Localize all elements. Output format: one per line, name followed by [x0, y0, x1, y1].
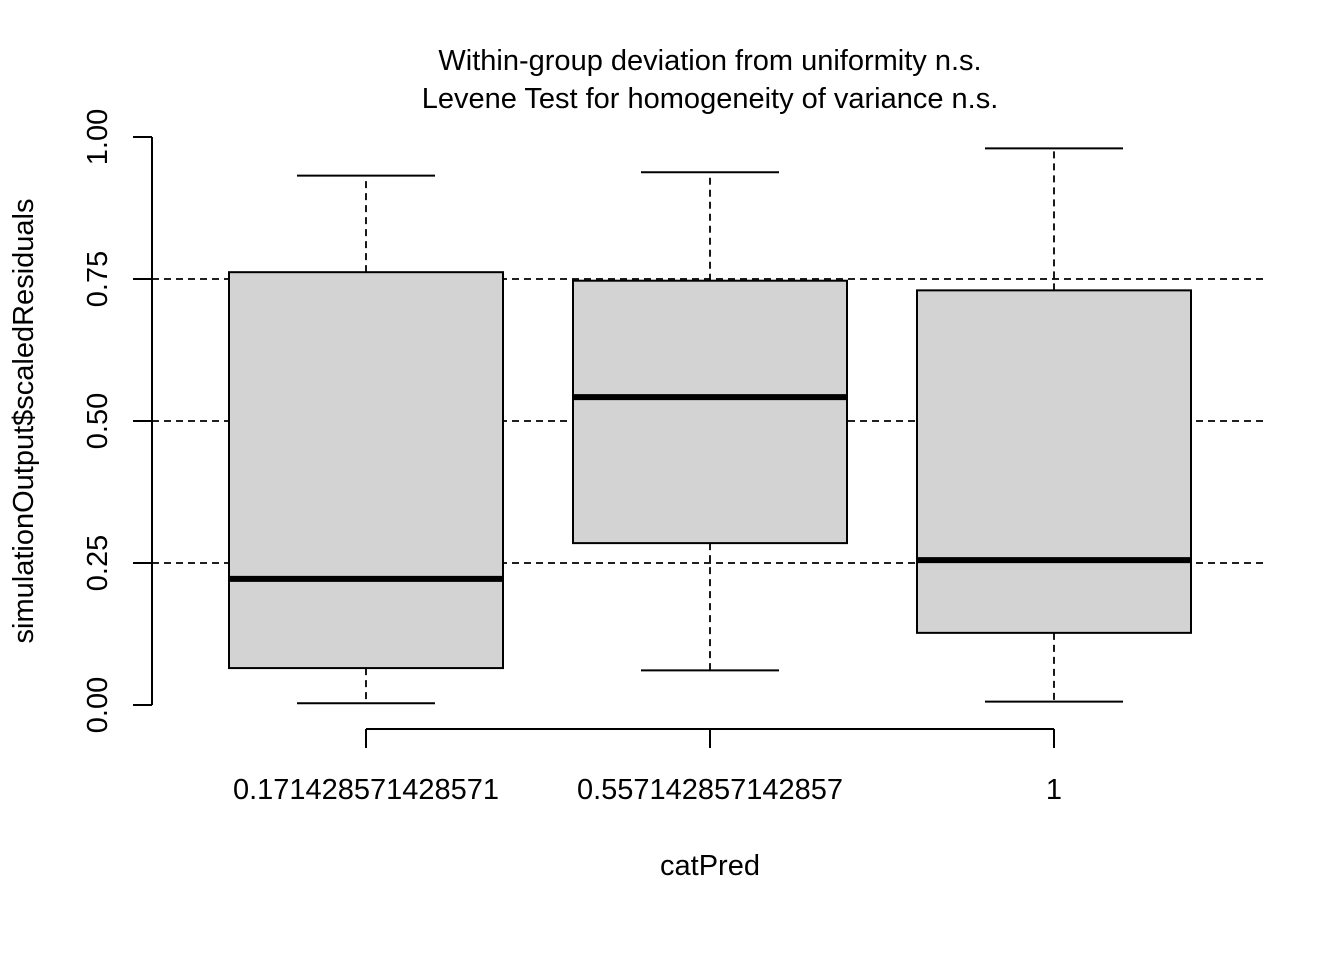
y-tick-label: 0.75: [82, 251, 114, 307]
chart-title-line-1: Within-group deviation from uniformity n…: [438, 45, 981, 77]
y-tick-label: 0.00: [82, 677, 114, 733]
box-group: [572, 171, 848, 672]
y-axis-title: simulationOutput$scaledResiduals: [8, 199, 40, 644]
box-group: [228, 174, 504, 705]
y-tick-label: 1.00: [82, 109, 114, 165]
y-tick-label: 0.50: [82, 393, 114, 449]
chart-title-line-2: Levene Test for homogeneity of variance …: [422, 83, 999, 115]
iqr-box: [228, 271, 504, 670]
iqr-box: [916, 289, 1192, 634]
iqr-box: [572, 279, 848, 545]
y-tick-label: 0.25: [82, 535, 114, 591]
x-tick-label: 0.557142857142857: [577, 774, 843, 806]
x-tick-label: 0.171428571428571: [233, 774, 499, 806]
x-tick-label: 1: [1046, 774, 1062, 806]
box-group: [916, 147, 1192, 703]
x-axis-title: catPred: [660, 850, 760, 882]
